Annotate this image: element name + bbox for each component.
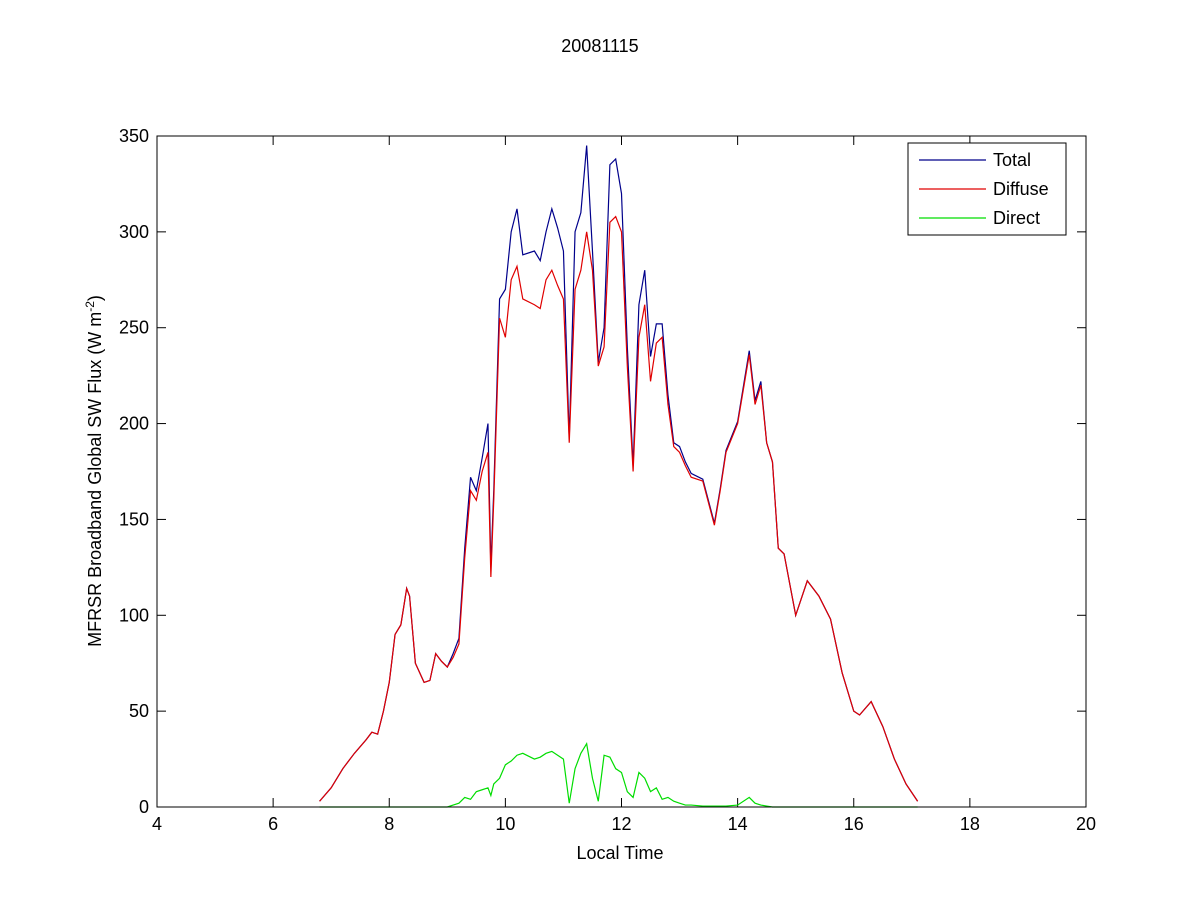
y-tick-label: 350 bbox=[119, 126, 149, 146]
legend-label: Total bbox=[993, 150, 1031, 170]
data-line bbox=[319, 215, 919, 802]
y-axis-label: MFRSR Broadband Global SW Flux (W m-2) bbox=[83, 295, 105, 647]
y-tick-label: 200 bbox=[119, 414, 149, 434]
y-tick-label: 0 bbox=[139, 797, 149, 817]
y-tick-label: 250 bbox=[119, 318, 149, 338]
y-label-superscript: -2 bbox=[83, 301, 97, 312]
legend-label: Direct bbox=[993, 208, 1040, 228]
legend-label: Diffuse bbox=[993, 179, 1049, 199]
x-tick-label: 16 bbox=[844, 814, 864, 834]
y-label-suffix: ) bbox=[85, 295, 105, 301]
y-tick-label: 150 bbox=[119, 509, 149, 529]
chart-title: 20081115 bbox=[561, 36, 638, 56]
y-tick-label: 300 bbox=[119, 222, 149, 242]
x-tick-label: 6 bbox=[268, 814, 278, 834]
x-tick-label: 12 bbox=[611, 814, 631, 834]
y-label-text: MFRSR Broadband Global SW Flux (W m bbox=[85, 312, 105, 647]
x-tick-label: 18 bbox=[960, 814, 980, 834]
plot-frame bbox=[156, 135, 1087, 808]
x-tick-label: 4 bbox=[152, 814, 162, 834]
x-axis-label: Local Time bbox=[576, 843, 663, 863]
x-tick-label: 8 bbox=[384, 814, 394, 834]
x-tick-label: 20 bbox=[1076, 814, 1096, 834]
y-tick-label: 50 bbox=[129, 701, 149, 721]
plot-area bbox=[157, 136, 1086, 807]
x-tick-label: 14 bbox=[728, 814, 748, 834]
y-tick-label: 100 bbox=[119, 605, 149, 625]
x-tick-label: 10 bbox=[495, 814, 515, 834]
